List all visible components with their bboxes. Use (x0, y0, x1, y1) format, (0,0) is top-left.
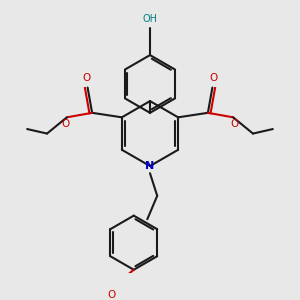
Text: O: O (82, 73, 91, 83)
Text: O: O (107, 290, 115, 300)
Text: O: O (61, 119, 69, 129)
Text: O: O (231, 119, 239, 129)
Text: O: O (209, 73, 218, 83)
Text: OH: OH (142, 14, 158, 24)
Text: N: N (146, 161, 154, 171)
